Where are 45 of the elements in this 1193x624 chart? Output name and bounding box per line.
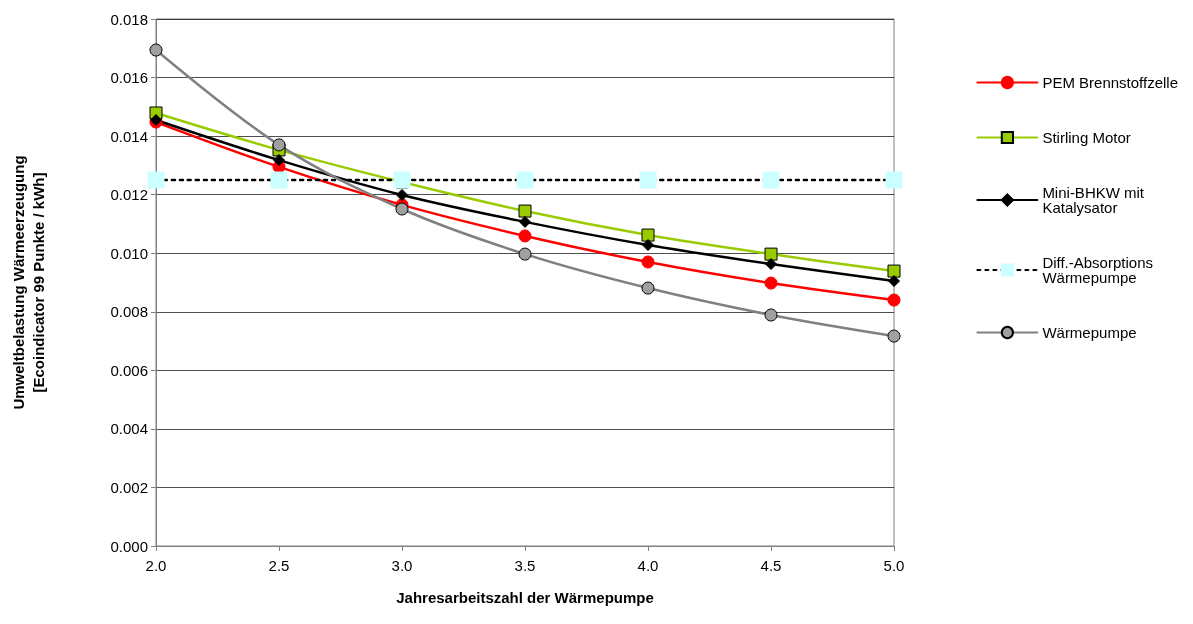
x-tick-label: 3.5 bbox=[514, 557, 536, 574]
x-tick-label: 2.5 bbox=[268, 557, 290, 574]
x-tick-label: 5.0 bbox=[883, 557, 905, 574]
x-tick-label: 4.0 bbox=[637, 557, 659, 574]
y-tick-label: 0.016 bbox=[110, 69, 148, 87]
y-tick-label: 0.018 bbox=[110, 10, 148, 28]
point bbox=[887, 293, 901, 307]
y-tick-label: 0.000 bbox=[110, 537, 148, 555]
legend-label: Wärmepumpe bbox=[1042, 324, 1137, 341]
point bbox=[887, 264, 901, 278]
legend-label: Stirling Motor bbox=[1042, 129, 1131, 146]
y-tick-label: 0.006 bbox=[110, 361, 148, 379]
point bbox=[641, 228, 655, 242]
legend-label: Mini-BHKW mit Katalysator bbox=[1042, 184, 1149, 216]
point bbox=[518, 204, 532, 218]
point bbox=[888, 275, 900, 288]
point bbox=[887, 329, 901, 343]
y-tick-label: 0.008 bbox=[110, 303, 148, 321]
y-tick-label: 0.012 bbox=[110, 186, 148, 204]
y-tick-label: 0.002 bbox=[110, 478, 148, 496]
y-tick-label: 0.014 bbox=[110, 127, 148, 145]
point bbox=[641, 255, 655, 269]
point bbox=[519, 215, 531, 228]
point bbox=[518, 229, 532, 243]
point bbox=[764, 247, 778, 261]
point bbox=[765, 258, 777, 271]
y-tick-label: 0.010 bbox=[110, 244, 148, 262]
x-tick-label: 2.0 bbox=[145, 557, 167, 574]
point bbox=[395, 202, 409, 216]
y-tick-label: 0.004 bbox=[110, 420, 148, 438]
legend-label: Diff.-Absorptions Wärmepumpe bbox=[1042, 254, 1158, 286]
x-tick-label: 3.0 bbox=[391, 557, 413, 574]
x-tick-label: 4.5 bbox=[760, 557, 782, 574]
point bbox=[764, 276, 778, 290]
point bbox=[273, 154, 285, 167]
point bbox=[642, 239, 654, 252]
point bbox=[272, 138, 286, 152]
y-axis-title: Umweltbelastung Wärmeerzeugung [Ecoindicator 99 Punkte / kWh] bbox=[9, 155, 47, 410]
point bbox=[641, 281, 655, 295]
point bbox=[396, 188, 408, 201]
point bbox=[764, 308, 778, 322]
point bbox=[518, 247, 532, 261]
point bbox=[149, 43, 163, 57]
x-axis-title: Jahresarbeitszahl der Wärmepumpe bbox=[396, 589, 654, 606]
legend-label: PEM Brennstoffzelle bbox=[1042, 74, 1178, 91]
